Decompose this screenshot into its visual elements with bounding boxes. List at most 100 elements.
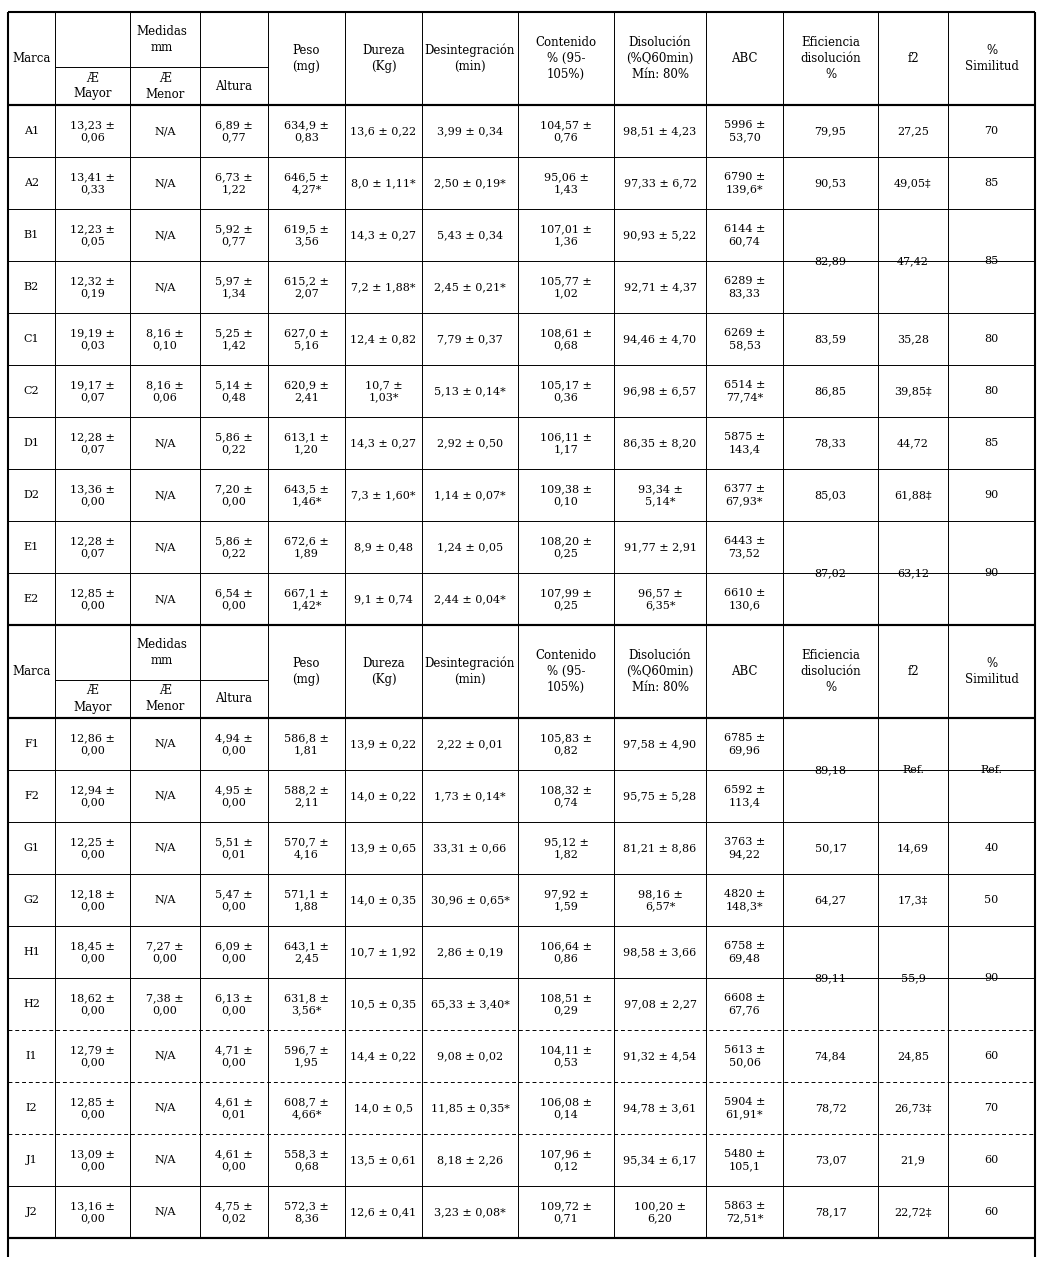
Text: 22,72‡: 22,72‡ [894, 1207, 931, 1218]
Text: 5,51 ±
0,01: 5,51 ± 0,01 [215, 836, 252, 859]
Text: N/A: N/A [154, 231, 176, 239]
Text: Eficiencia
disolución
%: Eficiencia disolución % [800, 649, 860, 694]
Text: 5,25 ±
1,42: 5,25 ± 1,42 [215, 328, 252, 350]
Text: 95,06 ±
1,43: 95,06 ± 1,43 [543, 172, 588, 194]
Text: Ref.: Ref. [980, 765, 1002, 775]
Text: 2,44 ± 0,04*: 2,44 ± 0,04* [434, 594, 506, 604]
Text: 80: 80 [985, 334, 998, 345]
Text: 83,59: 83,59 [815, 334, 847, 345]
Text: Peso
(mg): Peso (mg) [293, 44, 320, 73]
Text: 49,05‡: 49,05‡ [894, 177, 931, 188]
Text: G1: G1 [24, 843, 40, 853]
Text: 12,25 ±
0,00: 12,25 ± 0,00 [70, 836, 115, 859]
Text: 14,4 ± 0,22: 14,4 ± 0,22 [350, 1052, 416, 1060]
Text: 85: 85 [985, 177, 998, 188]
Text: 98,16 ±
6,57*: 98,16 ± 6,57* [637, 888, 682, 911]
Text: 90: 90 [985, 490, 998, 500]
Text: 5,92 ±
0,77: 5,92 ± 0,77 [215, 224, 252, 246]
Text: 86,35 ± 8,20: 86,35 ± 8,20 [624, 438, 697, 449]
Text: 85,03: 85,03 [815, 490, 847, 500]
Text: 108,32 ±
0,74: 108,32 ± 0,74 [540, 784, 592, 807]
Text: 89,18: 89,18 [815, 765, 847, 775]
Text: 18,62 ±
0,00: 18,62 ± 0,00 [70, 993, 115, 1015]
Text: N/A: N/A [154, 542, 176, 552]
Text: 105,77 ±
1,02: 105,77 ± 1,02 [540, 276, 591, 298]
Text: 6,89 ±
0,77: 6,89 ± 0,77 [215, 120, 252, 142]
Text: 60: 60 [985, 1156, 998, 1164]
Text: 6,13 ±
0,00: 6,13 ± 0,00 [215, 993, 252, 1015]
Text: D2: D2 [24, 490, 40, 500]
Text: 8,16 ±
0,10: 8,16 ± 0,10 [146, 328, 184, 350]
Text: 33,31 ± 0,66: 33,31 ± 0,66 [434, 843, 507, 853]
Text: 9,1 ± 0,74: 9,1 ± 0,74 [354, 594, 413, 604]
Text: Marca: Marca [13, 665, 51, 678]
Text: 90: 90 [985, 568, 998, 578]
Text: C1: C1 [24, 334, 40, 345]
Text: 6758 ±
69,48: 6758 ± 69,48 [724, 941, 766, 963]
Text: 12,4 ± 0,82: 12,4 ± 0,82 [350, 334, 416, 345]
Text: D1: D1 [24, 438, 40, 449]
Text: Disolución
(%Q60min)
Mín: 80%: Disolución (%Q60min) Mín: 80% [626, 649, 694, 694]
Text: 61,88‡: 61,88‡ [894, 490, 931, 500]
Text: 2,50 ± 0,19*: 2,50 ± 0,19* [434, 177, 506, 188]
Text: Ref.: Ref. [902, 765, 924, 775]
Text: 572,3 ±
8,36: 572,3 ± 8,36 [284, 1201, 329, 1223]
Text: 47,42: 47,42 [897, 256, 929, 266]
Text: 65,33 ± 3,40*: 65,33 ± 3,40* [431, 998, 509, 1009]
Text: 14,0 ± 0,5: 14,0 ± 0,5 [354, 1104, 413, 1112]
Text: 4820 ±
148,3*: 4820 ± 148,3* [724, 888, 766, 911]
Text: 5,97 ±
1,34: 5,97 ± 1,34 [215, 276, 252, 298]
Text: 620,9 ±
2,41: 620,9 ± 2,41 [284, 380, 329, 402]
Text: 98,58 ± 3,66: 98,58 ± 3,66 [624, 946, 697, 957]
Text: 7,27 ±
0,00: 7,27 ± 0,00 [146, 941, 184, 963]
Text: 2,22 ± 0,01: 2,22 ± 0,01 [437, 739, 503, 749]
Text: 90,53: 90,53 [815, 177, 847, 188]
Text: 18,45 ±
0,00: 18,45 ± 0,00 [70, 941, 115, 963]
Text: 106,11 ±
1,17: 106,11 ± 1,17 [540, 432, 592, 454]
Text: Altura: Altura [216, 693, 252, 706]
Text: f2: f2 [907, 52, 919, 65]
Text: 78,72: 78,72 [815, 1104, 846, 1112]
Text: 14,69: 14,69 [897, 843, 929, 853]
Text: 12,94 ±
0,00: 12,94 ± 0,00 [70, 784, 115, 807]
Text: 5904 ±
61,91*: 5904 ± 61,91* [724, 1097, 766, 1119]
Text: 6514 ±
77,74*: 6514 ± 77,74* [724, 380, 766, 402]
Text: 608,7 ±
4,66*: 608,7 ± 4,66* [284, 1097, 329, 1119]
Text: ABC: ABC [731, 665, 758, 678]
Text: 80: 80 [985, 386, 998, 397]
Text: 2,86 ± 0,19: 2,86 ± 0,19 [437, 946, 503, 957]
Text: 24,85: 24,85 [897, 1052, 929, 1060]
Text: Contenido
% (95-
105%): Contenido % (95- 105%) [535, 35, 597, 81]
Text: 12,86 ±
0,00: 12,86 ± 0,00 [70, 732, 115, 755]
Text: 13,36 ±
0,00: 13,36 ± 0,00 [70, 484, 115, 507]
Text: 108,61 ±
0,68: 108,61 ± 0,68 [540, 328, 592, 350]
Text: 12,85 ±
0,00: 12,85 ± 0,00 [70, 1097, 115, 1119]
Text: 108,20 ±
0,25: 108,20 ± 0,25 [540, 536, 592, 559]
Text: 78,33: 78,33 [815, 438, 847, 449]
Text: 100,20 ±
6,20: 100,20 ± 6,20 [634, 1201, 686, 1223]
Text: 85: 85 [985, 256, 998, 266]
Text: 92,71 ± 4,37: 92,71 ± 4,37 [624, 283, 697, 291]
Text: A2: A2 [24, 177, 39, 188]
Text: 6269 ±
58,53: 6269 ± 58,53 [724, 328, 766, 350]
Text: Dureza
(Kg): Dureza (Kg) [362, 44, 405, 73]
Text: 93,34 ±
5,14*: 93,34 ± 5,14* [637, 484, 682, 507]
Text: 44,72: 44,72 [897, 438, 929, 449]
Text: 13,16 ±
0,00: 13,16 ± 0,00 [70, 1201, 115, 1223]
Text: I2: I2 [26, 1104, 38, 1112]
Text: Æ
Mayor: Æ Mayor [73, 71, 112, 100]
Text: f2: f2 [907, 665, 919, 678]
Text: 90,93 ± 5,22: 90,93 ± 5,22 [624, 231, 697, 239]
Text: N/A: N/A [154, 1207, 176, 1218]
Text: N/A: N/A [154, 1052, 176, 1060]
Text: 6289 ±
83,33: 6289 ± 83,33 [724, 276, 766, 298]
Text: 12,28 ±
0,07: 12,28 ± 0,07 [70, 432, 115, 454]
Text: 95,75 ± 5,28: 95,75 ± 5,28 [624, 791, 697, 801]
Text: 6144 ±
60,74: 6144 ± 60,74 [724, 224, 766, 246]
Text: 12,18 ±
0,00: 12,18 ± 0,00 [70, 888, 115, 911]
Text: 5613 ±
50,06: 5613 ± 50,06 [724, 1045, 766, 1067]
Text: 12,32 ±
0,19: 12,32 ± 0,19 [70, 276, 115, 298]
Text: 27,25: 27,25 [897, 125, 929, 136]
Text: 97,33 ± 6,72: 97,33 ± 6,72 [624, 177, 697, 188]
Text: 12,23 ±
0,05: 12,23 ± 0,05 [70, 224, 115, 246]
